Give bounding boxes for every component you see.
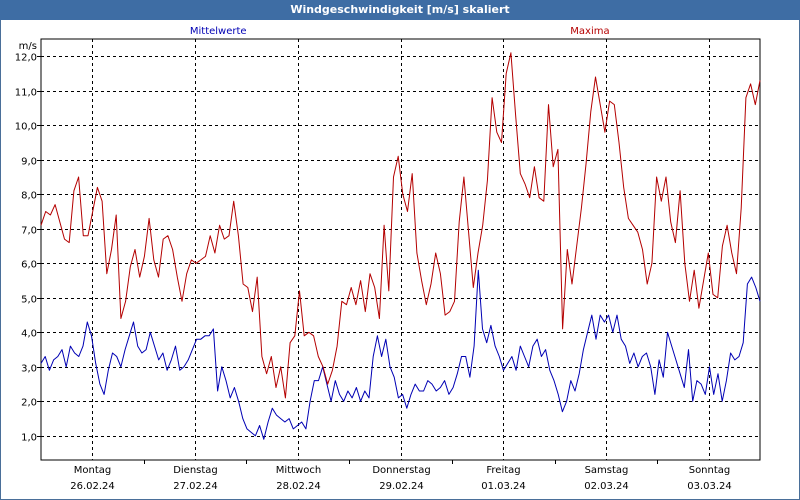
legend-entry-maxima: Maxima	[570, 26, 609, 37]
x-axis: Montag 26.02.24 Dienstag 27.02.24 Mittwoch 28…	[70, 460, 732, 492]
x-tick-label-day: Mittwoch	[276, 465, 321, 476]
x-tick-label-date: 28.02.24	[276, 481, 321, 492]
x-tick-label-date: 26.02.24	[70, 481, 115, 492]
wind-speed-chart: 1,0 2,0 3,0 4,0 5,0 6,0 7,0 8,0 9,0 10,0 11,0 12,0m…	[15, 26, 761, 492]
y-tick-label: 7,0	[21, 226, 37, 237]
series-line-mittelwerte	[40, 269, 761, 440]
y-axis: 1,0 2,0 3,0 4,0 5,0 6,0 7,0 8,0 9,0 10,0 11,0 12,0m…	[15, 41, 41, 444]
x-tick-label-day: Sonntag	[689, 465, 731, 476]
legend-entry-mittelwerte: Mittelwerte	[190, 26, 247, 37]
grid	[41, 39, 760, 460]
y-tick-label: 11,0	[15, 88, 37, 99]
y-tick-label: 9,0	[21, 157, 37, 168]
x-tick-label-date: 27.02.24	[173, 481, 218, 492]
x-tick-label-date: 29.02.24	[379, 481, 424, 492]
y-axis-unit: m/s	[19, 41, 37, 52]
x-tick-label-date: 01.03.24	[481, 481, 526, 492]
x-tick-label-date: 03.03.24	[687, 481, 732, 492]
y-tick-label: 2,0	[21, 398, 37, 409]
x-tick-label-day: Montag	[74, 465, 111, 476]
series-line-maxima	[40, 52, 761, 399]
y-tick-label: 3,0	[21, 364, 37, 375]
x-tick-label-day: Dienstag	[173, 465, 218, 476]
y-tick-label: 4,0	[21, 329, 37, 340]
x-tick-label-date: 02.03.24	[584, 481, 629, 492]
series-lines	[40, 52, 761, 440]
y-tick-label: 10,0	[15, 122, 37, 133]
y-tick-label: 6,0	[21, 260, 37, 271]
x-tick-label-day: Samstag	[585, 465, 629, 476]
y-tick-label: 12,0	[15, 53, 37, 64]
chart-title: Windgeschwindigkeit [m/s] skaliert	[0, 0, 800, 20]
y-tick-label: 8,0	[21, 191, 37, 202]
x-tick-label-day: Freitag	[486, 465, 520, 476]
x-tick-label-day: Donnerstag	[372, 465, 430, 476]
plot-area	[40, 38, 761, 461]
y-tick-label: 1,0	[21, 433, 37, 444]
legend: Mittelwerte Maxima	[190, 26, 610, 37]
y-tick-label: 5,0	[21, 295, 37, 306]
